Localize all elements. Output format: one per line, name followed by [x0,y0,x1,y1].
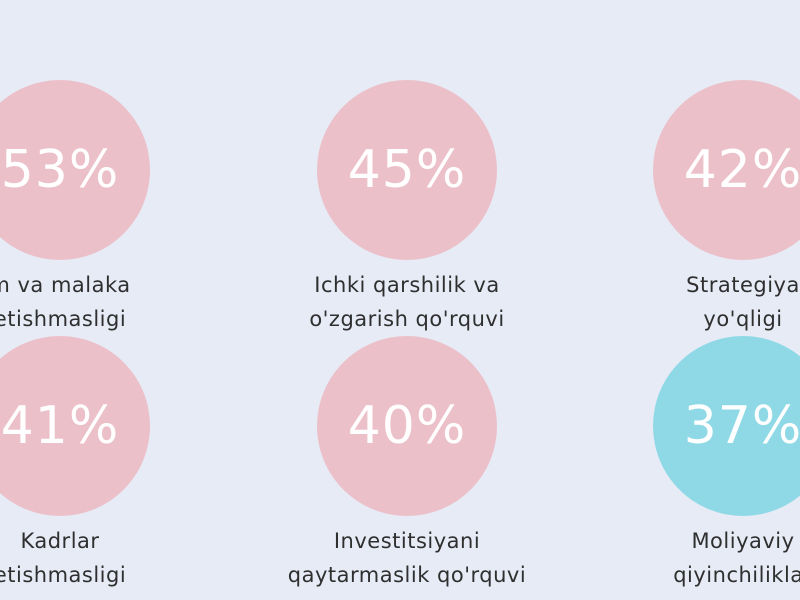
stat-circle: 45% [317,80,497,260]
stat-card-financial-difficulties: 37% Moliyaviy qiyinchiliklar [593,336,800,596]
stat-label-line-2: etishmasligi [0,563,127,587]
stat-label-line-1: Strategiya [686,273,800,297]
stat-card-internal-resistance: 45% Ichki qarshilik va o'zgarish qo'rquv… [257,80,557,340]
stat-label-line-2: o'zgarish qo'rquvi [309,307,505,331]
stat-label: Strategiya yo'qligi [593,268,800,336]
stat-card-no-strategy: 42% Strategiya yo'qligi [593,80,800,340]
stat-circle: 40% [317,336,497,516]
stat-label-line-1: Ichki qarshilik va [314,273,500,297]
stat-label-line-1: Kadrlar [20,529,100,553]
stat-card-investment-return-fear: 40% Investitsiyani qaytarmaslik qo'rquvi [257,336,557,596]
stat-label-line-2: yo'qligi [703,307,783,331]
stat-label: Investitsiyani qaytarmaslik qo'rquvi [257,524,557,592]
stat-value: 40% [347,396,467,456]
stat-value: 45% [347,140,467,200]
stat-value: 41% [0,396,120,456]
stat-label: Kadrlar etishmasligi [0,524,210,592]
stat-circle: 41% [0,336,150,516]
stat-value: 42% [683,140,800,200]
stat-value: 53% [0,140,120,200]
stat-label: Ichki qarshilik va o'zgarish qo'rquvi [257,268,557,336]
stat-circle: 53% [0,80,150,260]
stat-label: Moliyaviy qiyinchiliklar [593,524,800,592]
stat-label-line-2: etishmasligi [0,307,127,331]
stat-card-knowledge-skills-gap: 53% m va malaka etishmasligi [0,80,210,340]
stat-value: 37% [683,396,800,456]
stat-card-staff-shortage: 41% Kadrlar etishmasligi [0,336,210,596]
stat-label-line-2: qiyinchiliklar [673,563,800,587]
stat-circle: 37% [653,336,800,516]
stat-label: m va malaka etishmasligi [0,268,210,336]
stat-label-line-2: qaytarmaslik qo'rquvi [287,563,527,587]
stat-label-line-1: m va malaka [0,273,131,297]
stat-circle: 42% [653,80,800,260]
stat-label-line-1: Moliyaviy [691,529,795,553]
stat-label-line-1: Investitsiyani [333,529,481,553]
